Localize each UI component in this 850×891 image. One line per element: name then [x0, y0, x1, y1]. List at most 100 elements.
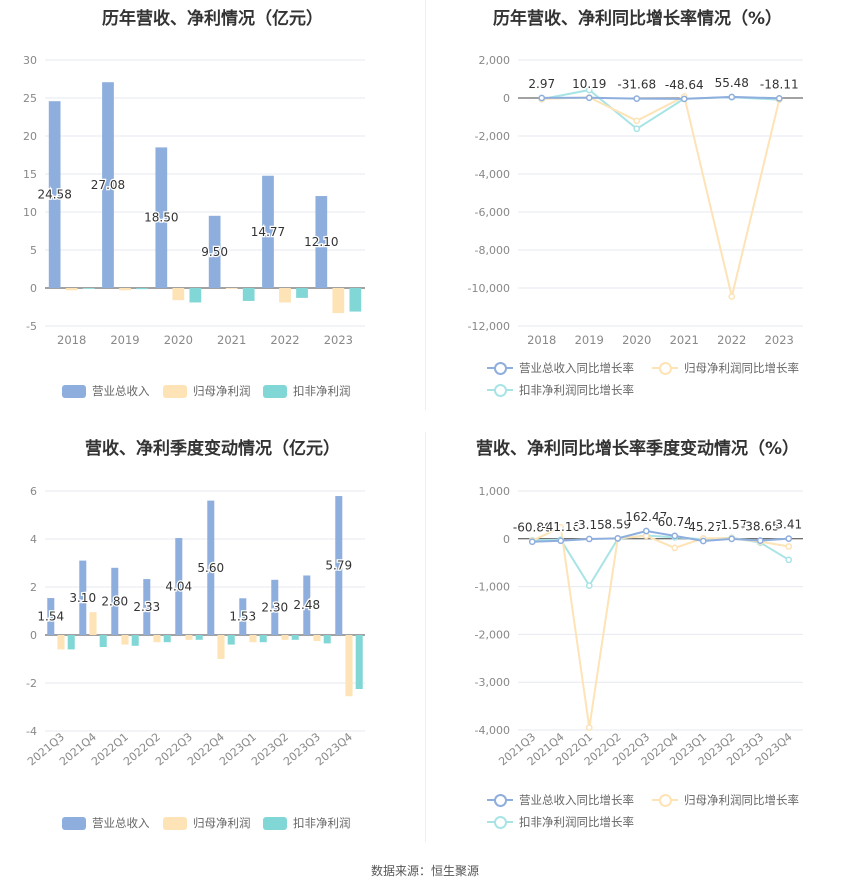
- data-point[interactable]: [585, 582, 593, 589]
- bar-net-profit[interactable]: [249, 635, 257, 643]
- data-point[interactable]: [785, 543, 793, 550]
- series-line-deducted-profit-growth[interactable]: [532, 534, 790, 588]
- bar-revenue[interactable]: [271, 579, 279, 635]
- bar-revenue[interactable]: [79, 560, 87, 635]
- bar-deducted-profit[interactable]: [323, 635, 331, 644]
- bar-net-profit[interactable]: [89, 612, 97, 635]
- legend-line-circle-icon: [487, 815, 513, 829]
- bar-deducted-profit[interactable]: [67, 635, 75, 650]
- bar-revenue[interactable]: [239, 598, 247, 635]
- data-point[interactable]: [557, 523, 565, 531]
- bar-deducted-profit[interactable]: [242, 288, 255, 301]
- legend-item[interactable]: 扣非净利润同比增长率: [487, 814, 634, 830]
- legend-item[interactable]: 归母净利润同比增长率: [652, 792, 799, 808]
- data-point[interactable]: [633, 95, 641, 102]
- chart-legend[interactable]: 营业总收入 归母净利润 扣非净利润: [0, 383, 425, 403]
- legend-line-circle-icon: [487, 361, 513, 375]
- legend-item[interactable]: 营业总收入: [62, 815, 150, 831]
- legend-label: 归母净利润: [193, 384, 251, 398]
- y-tick-label: -12,000: [468, 320, 510, 333]
- data-point[interactable]: [642, 527, 650, 535]
- data-point[interactable]: [775, 94, 783, 102]
- bar-net-profit[interactable]: [57, 635, 65, 650]
- bar-deducted-profit[interactable]: [195, 635, 203, 640]
- data-point[interactable]: [756, 537, 764, 544]
- data-point[interactable]: [728, 93, 736, 101]
- bar-deducted-profit[interactable]: [227, 635, 235, 645]
- data-point[interactable]: [785, 556, 793, 564]
- bar-net-profit[interactable]: [119, 288, 131, 291]
- data-point[interactable]: [785, 535, 793, 542]
- chart-legend[interactable]: 营业总收入同比增长率 归母净利润同比增长率扣非净利润同比增长率: [425, 792, 850, 836]
- bar-net-profit[interactable]: [279, 288, 291, 303]
- bar-net-profit[interactable]: [281, 635, 289, 640]
- legend-item[interactable]: 扣非净利润: [263, 815, 351, 831]
- bar-revenue[interactable]: [102, 82, 114, 288]
- bar-deducted-profit[interactable]: [355, 635, 363, 689]
- chart-legend[interactable]: 营业总收入同比增长率 归母净利润同比增长率扣非净利润同比增长率: [425, 360, 850, 404]
- bar-revenue[interactable]: [262, 175, 274, 288]
- data-point[interactable]: [585, 535, 593, 543]
- data-point[interactable]: [585, 94, 593, 102]
- data-point[interactable]: [728, 535, 736, 543]
- bar-deducted-profit[interactable]: [349, 288, 362, 312]
- bar-net-profit[interactable]: [65, 288, 78, 291]
- bar-revenue[interactable]: [207, 500, 215, 635]
- bar-revenue[interactable]: [155, 147, 168, 288]
- bar-deducted-profit[interactable]: [136, 288, 148, 290]
- legend-item[interactable]: 归母净利润: [163, 383, 251, 399]
- data-point[interactable]: [528, 538, 536, 546]
- bar-deducted-profit[interactable]: [99, 635, 107, 647]
- bar-revenue[interactable]: [48, 101, 61, 288]
- data-point[interactable]: [585, 86, 593, 94]
- data-point[interactable]: [699, 537, 707, 545]
- bar-revenue[interactable]: [208, 215, 221, 288]
- bar-deducted-profit[interactable]: [296, 288, 308, 298]
- bar-net-profit[interactable]: [217, 635, 225, 659]
- bar-net-profit[interactable]: [332, 288, 345, 314]
- legend-bar-swatch-icon: [263, 384, 287, 398]
- bar-net-profit[interactable]: [185, 635, 193, 640]
- bar-revenue[interactable]: [111, 567, 119, 635]
- data-point[interactable]: [671, 544, 679, 552]
- data-point[interactable]: [633, 117, 641, 125]
- data-point[interactable]: [538, 94, 546, 102]
- bar-revenue[interactable]: [335, 496, 343, 635]
- bar-deducted-profit[interactable]: [189, 288, 202, 303]
- bar-net-profit[interactable]: [225, 288, 238, 289]
- data-point[interactable]: [633, 125, 641, 133]
- bar-deducted-profit[interactable]: [163, 635, 171, 643]
- bar-revenue[interactable]: [303, 575, 311, 635]
- bar-deducted-profit[interactable]: [291, 635, 299, 640]
- data-point[interactable]: [614, 535, 622, 542]
- series-line-net-profit-growth[interactable]: [541, 95, 781, 297]
- legend-item[interactable]: 营业总收入: [62, 383, 150, 399]
- bar-net-profit[interactable]: [345, 635, 353, 697]
- bar-revenue[interactable]: [175, 538, 183, 635]
- legend-item[interactable]: 归母净利润同比增长率: [652, 360, 799, 376]
- series-line-revenue-growth[interactable]: [541, 95, 780, 100]
- bar-net-profit[interactable]: [121, 635, 129, 645]
- legend-item[interactable]: 归母净利润: [163, 815, 251, 831]
- bar-net-profit[interactable]: [172, 288, 185, 301]
- bar-deducted-profit[interactable]: [131, 635, 139, 646]
- legend-line-circle-icon: [652, 793, 678, 807]
- bar-revenue[interactable]: [315, 196, 328, 288]
- legend-item[interactable]: 营业总收入同比增长率: [487, 360, 634, 376]
- bar-revenue[interactable]: [47, 598, 55, 635]
- bar-revenue[interactable]: [143, 579, 151, 635]
- data-point[interactable]: [728, 293, 736, 300]
- bar-net-profit[interactable]: [153, 635, 161, 643]
- legend-item[interactable]: 扣非净利润: [263, 383, 351, 399]
- data-point[interactable]: [671, 532, 679, 540]
- bar-net-profit[interactable]: [313, 635, 321, 641]
- bar-deducted-profit[interactable]: [259, 635, 267, 643]
- legend-item[interactable]: 扣非净利润同比增长率: [487, 382, 634, 398]
- data-point[interactable]: [680, 95, 688, 103]
- data-point[interactable]: [585, 724, 593, 731]
- legend-item[interactable]: 营业总收入同比增长率: [487, 792, 634, 808]
- chart-legend[interactable]: 营业总收入 归母净利润 扣非净利润: [0, 815, 425, 835]
- bar-deducted-profit[interactable]: [82, 288, 95, 289]
- series-line-revenue-growth[interactable]: [532, 529, 789, 543]
- data-point[interactable]: [557, 537, 565, 545]
